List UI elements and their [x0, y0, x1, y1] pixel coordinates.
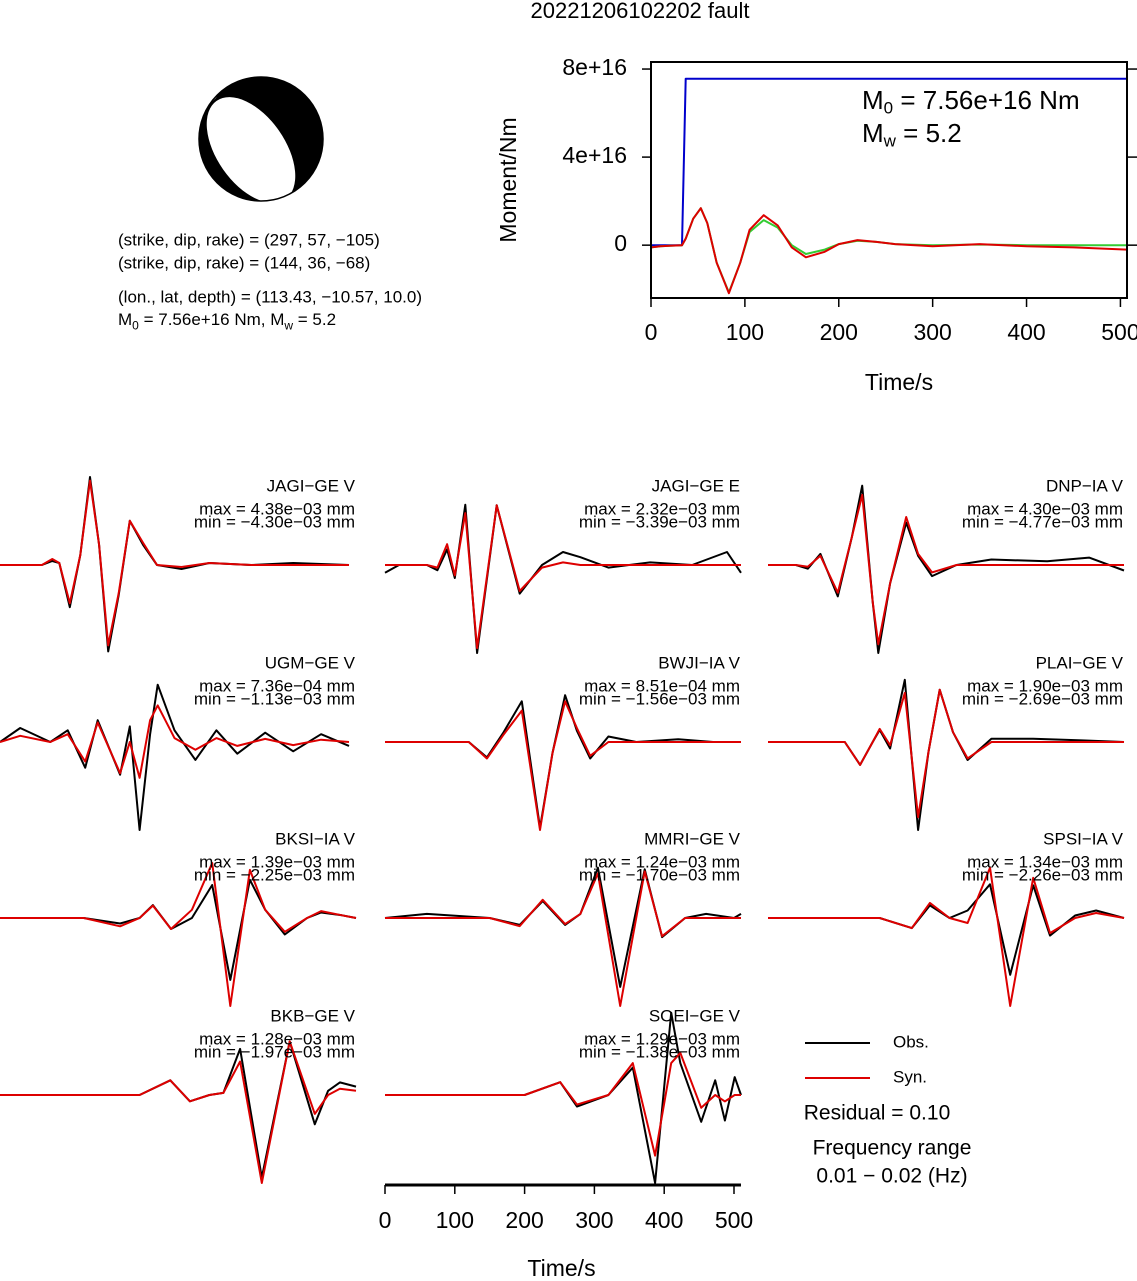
min-label: min = −2.69e−03 mm: [962, 689, 1123, 708]
waveform: [768, 883, 1125, 976]
max-label: max = 1.34e−03 mm: [967, 852, 1123, 871]
y-axis-label: Moment/Nm: [495, 117, 521, 242]
mechanism-line: (strike, dip, rake) = (297, 57, −105): [118, 230, 380, 249]
legend-label: Syn.: [893, 1067, 927, 1086]
residual: Residual = 0.10: [804, 1102, 951, 1125]
x-tick-label: 300: [913, 319, 951, 345]
moment-line: M0 = 7.56e+16 Nm, Mw = 5.2: [118, 310, 336, 332]
text-part: = 7.56e+16 Nm, M: [139, 310, 285, 329]
subscript: w: [283, 319, 293, 333]
min-label: min = −4.30e−03 mm: [194, 512, 355, 531]
x-axis-label: Time/s: [865, 369, 933, 395]
x-tick-label: 100: [726, 319, 764, 345]
max-label: max = 1.29e−03 mm: [584, 1029, 740, 1048]
waveform: [768, 688, 1124, 819]
x-tick-label: 500: [715, 1207, 753, 1233]
station-label: BWJI−IA V: [658, 653, 740, 672]
station-label: BKB−GE V: [270, 1006, 355, 1025]
station-label: DNP−IA V: [1046, 476, 1124, 495]
waveform: [384, 866, 742, 988]
min-label: min = −3.39e−03 mm: [579, 512, 740, 531]
waveform: [768, 866, 1125, 1007]
legend-label: Obs.: [893, 1032, 929, 1051]
station-label: PLAI−GE V: [1036, 653, 1124, 672]
min-label: min = −1.97e−03 mm: [194, 1042, 355, 1061]
y-tick-label: 0: [614, 230, 627, 256]
min-label: min = −1.70e−03 mm: [579, 865, 740, 884]
station-label: SOEI−GE V: [649, 1006, 741, 1025]
waveform: [385, 870, 741, 1007]
waveform: [768, 493, 1124, 646]
max-label: max = 1.24e−03 mm: [584, 852, 740, 871]
subscript: 0: [132, 319, 139, 333]
y-tick-label: 8e+16: [562, 54, 627, 80]
subscript: 0: [884, 99, 893, 118]
x-tick-label: 200: [820, 319, 858, 345]
station-label: JAGI−GE E: [652, 476, 740, 495]
x-tick-label: 200: [505, 1207, 543, 1233]
waveform: [0, 704, 350, 779]
x-tick-label: 100: [436, 1207, 474, 1233]
x-tick-label: 500: [1101, 319, 1137, 345]
waveform: [0, 862, 357, 1007]
max-label: max = 1.90e−03 mm: [967, 676, 1123, 695]
station-label: SPSI−IA V: [1043, 829, 1124, 848]
x-tick-label: 400: [1007, 319, 1045, 345]
moment-line: [650, 207, 1128, 295]
subscript: w: [883, 132, 897, 151]
min-label: min = −1.56e−03 mm: [579, 689, 740, 708]
figure-title: 20221206102202 fault: [531, 0, 750, 23]
beachball-dilatation: [206, 97, 296, 201]
text-part: M: [862, 118, 884, 148]
station-label: MMRI−GE V: [644, 829, 741, 848]
waveform: [385, 504, 741, 650]
max-label: max = 7.36e−04 mm: [199, 676, 355, 695]
text-part: = 5.2: [896, 118, 962, 148]
mechanism-line: (strike, dip, rake) = (144, 36, −68): [118, 253, 370, 272]
waveform: [385, 1051, 741, 1157]
waveform: [0, 1040, 357, 1179]
beachball: [198, 76, 324, 202]
plot-frame: [650, 61, 1128, 299]
max-label: max = 8.51e−04 mm: [584, 676, 740, 695]
min-label: min = −4.77e−03 mm: [962, 512, 1123, 531]
x-axis-label: Time/s: [527, 1255, 595, 1281]
station-label: JAGI−GE V: [267, 476, 356, 495]
x-tick-label: 0: [379, 1207, 392, 1233]
moment-line: [651, 77, 1127, 247]
max-label: max = 1.28e−03 mm: [199, 1029, 355, 1048]
text-part: M: [118, 310, 132, 329]
waveform: [385, 700, 741, 831]
min-label: min = −2.25e−03 mm: [194, 865, 355, 884]
frequency-range: 0.01 − 0.02 (Hz): [816, 1165, 967, 1188]
waveform: [0, 683, 350, 831]
annotation: Mw = 5.2: [862, 118, 962, 151]
x-tick-label: 300: [575, 1207, 613, 1233]
station-label: BKSI−IA V: [275, 829, 356, 848]
text-part: = 5.2: [293, 310, 336, 329]
max-label: max = 4.30e−03 mm: [967, 499, 1123, 518]
location-line: (lon., lat, depth) = (113.43, −10.57, 10…: [118, 287, 422, 306]
waveform: [0, 1040, 357, 1184]
station-label: UGM−GE V: [265, 653, 356, 672]
x-tick-label: 400: [645, 1207, 683, 1233]
max-label: max = 1.39e−03 mm: [199, 852, 355, 871]
waveform: [0, 479, 349, 647]
annotation: M0 = 7.56e+16 Nm: [862, 85, 1080, 118]
waveform: [0, 878, 357, 981]
min-label: min = −1.38e−03 mm: [579, 1042, 740, 1061]
max-label: max = 2.32e−03 mm: [584, 499, 740, 518]
text-part: M: [862, 85, 884, 115]
max-label: max = 4.38e−03 mm: [199, 499, 355, 518]
y-tick-label: 4e+16: [562, 142, 627, 168]
moment-line: [650, 207, 1127, 294]
min-label: min = −2.26e−03 mm: [962, 865, 1123, 884]
frequency-range: Frequency range: [813, 1137, 972, 1160]
beachball-outline: [198, 76, 324, 202]
x-tick-label: 0: [645, 319, 658, 345]
text-part: = 7.56e+16 Nm: [893, 85, 1079, 115]
min-label: min = −1.13e−03 mm: [194, 689, 355, 708]
waveform: [385, 694, 741, 829]
